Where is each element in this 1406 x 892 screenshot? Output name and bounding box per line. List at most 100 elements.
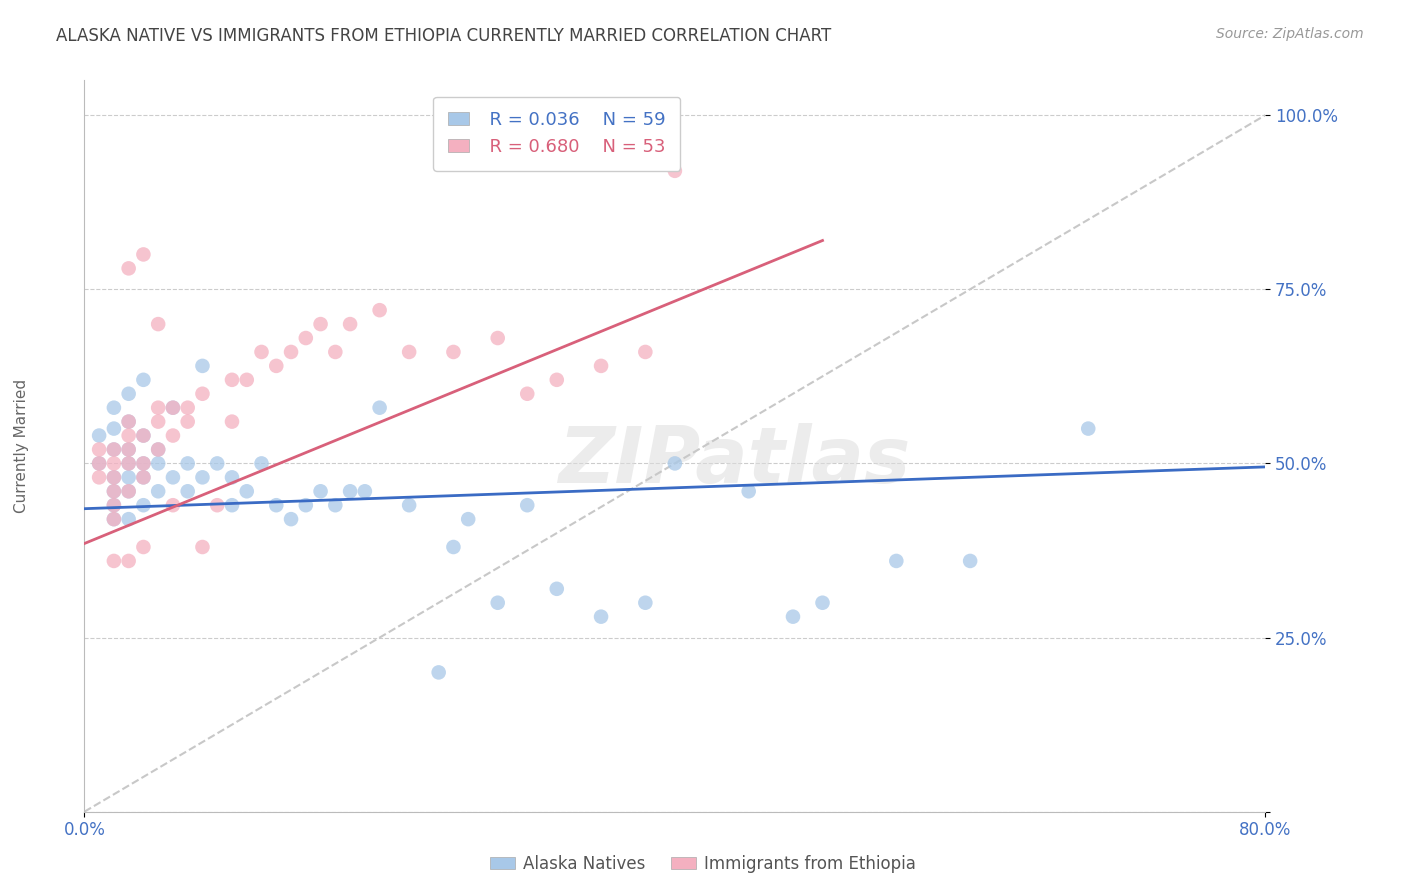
Text: ALASKA NATIVE VS IMMIGRANTS FROM ETHIOPIA CURRENTLY MARRIED CORRELATION CHART: ALASKA NATIVE VS IMMIGRANTS FROM ETHIOPI…: [56, 27, 831, 45]
Point: [148, 401, 170, 415]
Point: [103, 512, 125, 526]
Point: [103, 442, 125, 457]
Point: [443, 345, 465, 359]
Point: [132, 470, 155, 484]
Point: [236, 373, 259, 387]
Point: [103, 421, 125, 435]
Point: [782, 609, 804, 624]
Point: [177, 415, 200, 429]
Point: [118, 512, 141, 526]
Point: [132, 470, 155, 484]
Point: [103, 484, 125, 499]
Point: [250, 457, 273, 471]
Point: [118, 386, 141, 401]
Point: [87, 470, 111, 484]
Point: [162, 498, 184, 512]
Point: [132, 540, 155, 554]
Point: [339, 484, 361, 499]
Point: [103, 512, 125, 526]
Point: [132, 457, 155, 471]
Point: [339, 317, 361, 331]
Point: [191, 359, 214, 373]
Y-axis label: Currently Married: Currently Married: [14, 379, 28, 513]
Point: [191, 540, 214, 554]
Point: [591, 359, 613, 373]
Point: [959, 554, 981, 568]
Point: [516, 498, 538, 512]
Point: [221, 498, 243, 512]
Point: [177, 484, 200, 499]
Point: [103, 442, 125, 457]
Point: [103, 554, 125, 568]
Point: [118, 457, 141, 471]
Point: [103, 401, 125, 415]
Point: [280, 512, 302, 526]
Point: [443, 540, 465, 554]
Point: [118, 428, 141, 442]
Point: [516, 386, 538, 401]
Legend:   R = 0.036    N = 59,   R = 0.680    N = 53: R = 0.036 N = 59, R = 0.680 N = 53: [433, 96, 681, 170]
Legend: Alaska Natives, Immigrants from Ethiopia: Alaska Natives, Immigrants from Ethiopia: [484, 848, 922, 880]
Point: [118, 484, 141, 499]
Point: [250, 345, 273, 359]
Point: [191, 470, 214, 484]
Point: [118, 442, 141, 457]
Point: [457, 512, 479, 526]
Point: [87, 428, 111, 442]
Point: [162, 428, 184, 442]
Point: [132, 428, 155, 442]
Point: [207, 498, 229, 512]
Point: [177, 457, 200, 471]
Point: [221, 373, 243, 387]
Point: [634, 345, 657, 359]
Point: [207, 457, 229, 471]
Point: [132, 498, 155, 512]
Point: [162, 401, 184, 415]
Point: [309, 317, 332, 331]
Point: [236, 484, 259, 499]
Point: [177, 401, 200, 415]
Point: [118, 261, 141, 276]
Point: [221, 470, 243, 484]
Point: [398, 345, 420, 359]
Point: [354, 484, 377, 499]
Point: [103, 470, 125, 484]
Point: [103, 498, 125, 512]
Point: [103, 484, 125, 499]
Point: [309, 484, 332, 499]
Point: [486, 596, 509, 610]
Point: [132, 457, 155, 471]
Point: [148, 484, 170, 499]
Point: [368, 401, 391, 415]
Point: [295, 331, 318, 345]
Point: [221, 415, 243, 429]
Point: [87, 442, 111, 457]
Point: [486, 331, 509, 345]
Point: [664, 164, 686, 178]
Point: [266, 359, 288, 373]
Point: [325, 498, 347, 512]
Point: [191, 386, 214, 401]
Point: [118, 415, 141, 429]
Point: [118, 442, 141, 457]
Point: [427, 665, 450, 680]
Point: [118, 484, 141, 499]
Point: [634, 596, 657, 610]
Point: [132, 373, 155, 387]
Point: [295, 498, 318, 512]
Point: [664, 457, 686, 471]
Point: [325, 345, 347, 359]
Point: [103, 498, 125, 512]
Point: [103, 470, 125, 484]
Point: [546, 582, 568, 596]
Point: [118, 415, 141, 429]
Point: [148, 457, 170, 471]
Point: [266, 498, 288, 512]
Point: [87, 457, 111, 471]
Text: ZIPatlas: ZIPatlas: [558, 423, 910, 499]
Point: [132, 428, 155, 442]
Point: [118, 554, 141, 568]
Point: [148, 442, 170, 457]
Point: [591, 609, 613, 624]
Point: [148, 442, 170, 457]
